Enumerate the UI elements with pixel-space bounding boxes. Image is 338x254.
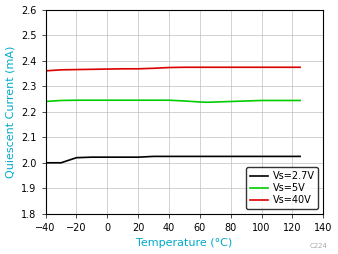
Vs=5V bbox=[59, 99, 63, 102]
Vs=2.7V bbox=[121, 156, 125, 159]
Vs=2.7V bbox=[298, 155, 302, 158]
Vs=40V bbox=[136, 67, 140, 70]
Vs=5V bbox=[260, 99, 264, 102]
Vs=2.7V bbox=[198, 155, 202, 158]
Vs=5V bbox=[275, 99, 279, 102]
Vs=40V bbox=[229, 66, 233, 69]
Vs=2.7V bbox=[105, 156, 110, 159]
Vs=5V bbox=[190, 100, 194, 103]
Vs=5V bbox=[44, 100, 48, 103]
Vs=2.7V bbox=[74, 156, 78, 159]
Vs=5V bbox=[167, 99, 171, 102]
Vs=40V bbox=[74, 68, 78, 71]
Vs=2.7V bbox=[136, 156, 140, 159]
Line: Vs=2.7V: Vs=2.7V bbox=[46, 156, 300, 163]
Vs=5V bbox=[151, 99, 155, 102]
Text: C224: C224 bbox=[310, 243, 328, 249]
Vs=5V bbox=[198, 101, 202, 104]
Vs=2.7V bbox=[44, 161, 48, 164]
Vs=40V bbox=[275, 66, 279, 69]
Vs=40V bbox=[121, 67, 125, 70]
Vs=40V bbox=[90, 68, 94, 71]
Vs=2.7V bbox=[290, 155, 294, 158]
Vs=5V bbox=[121, 99, 125, 102]
Vs=40V bbox=[260, 66, 264, 69]
Vs=2.7V bbox=[275, 155, 279, 158]
Vs=2.7V bbox=[90, 156, 94, 159]
Vs=40V bbox=[105, 68, 110, 71]
Vs=2.7V bbox=[229, 155, 233, 158]
Vs=40V bbox=[298, 66, 302, 69]
Vs=2.7V bbox=[260, 155, 264, 158]
Vs=40V bbox=[44, 69, 48, 72]
Vs=40V bbox=[198, 66, 202, 69]
Line: Vs=5V: Vs=5V bbox=[46, 100, 300, 102]
Vs=2.7V bbox=[151, 155, 155, 158]
Vs=5V bbox=[298, 99, 302, 102]
Vs=5V bbox=[206, 101, 210, 104]
Vs=2.7V bbox=[183, 155, 187, 158]
X-axis label: Temperature (°C): Temperature (°C) bbox=[136, 239, 233, 248]
Vs=5V bbox=[183, 100, 187, 103]
Vs=5V bbox=[290, 99, 294, 102]
Vs=2.7V bbox=[59, 161, 63, 164]
Vs=2.7V bbox=[213, 155, 217, 158]
Vs=5V bbox=[136, 99, 140, 102]
Legend: Vs=2.7V, Vs=5V, Vs=40V: Vs=2.7V, Vs=5V, Vs=40V bbox=[246, 167, 318, 209]
Vs=5V bbox=[90, 99, 94, 102]
Vs=40V bbox=[59, 68, 63, 71]
Vs=40V bbox=[290, 66, 294, 69]
Vs=5V bbox=[105, 99, 110, 102]
Vs=2.7V bbox=[167, 155, 171, 158]
Vs=40V bbox=[213, 66, 217, 69]
Vs=40V bbox=[183, 66, 187, 69]
Vs=5V bbox=[213, 101, 217, 104]
Vs=5V bbox=[229, 100, 233, 103]
Vs=5V bbox=[244, 100, 248, 103]
Vs=40V bbox=[167, 66, 171, 69]
Line: Vs=40V: Vs=40V bbox=[46, 67, 300, 71]
Vs=40V bbox=[244, 66, 248, 69]
Vs=40V bbox=[151, 67, 155, 70]
Vs=5V bbox=[74, 99, 78, 102]
Y-axis label: Quiescent Current (mA): Quiescent Current (mA) bbox=[5, 45, 16, 178]
Vs=2.7V bbox=[244, 155, 248, 158]
